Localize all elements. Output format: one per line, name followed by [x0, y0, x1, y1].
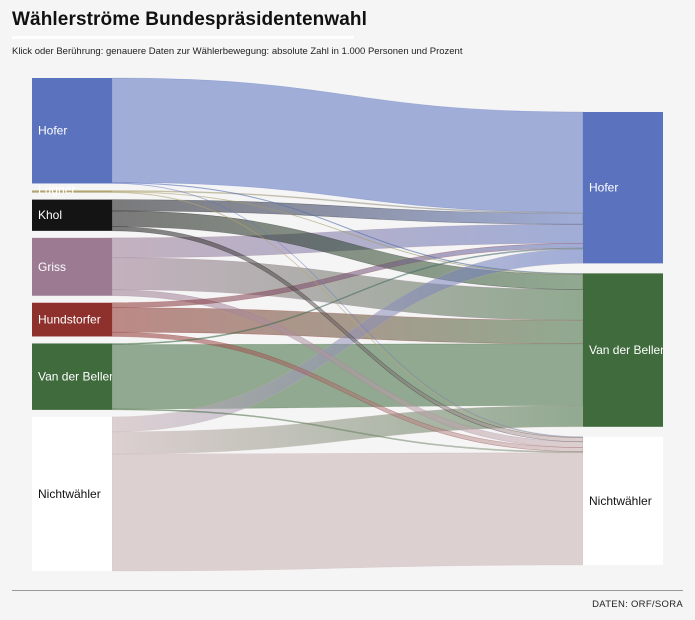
flow-vdb1-to-vdb2[interactable] [111, 343, 584, 410]
nodes-layer [32, 78, 663, 571]
chart-title: Wählerströme Bundespräsidentenwahl [12, 9, 367, 30]
node-label-hofer2: Hofer [589, 181, 618, 195]
labels-layer: Hofer Lugner Khol Griss Hundstorfer Van der B… [38, 124, 667, 508]
node-label-griss: Griss [38, 260, 66, 274]
chart-subtitle: Klick oder Berührung: genauere Daten zur… [12, 46, 463, 57]
node-label-vdb1: Van der Bellen [38, 370, 116, 384]
node-label-lugner: Lugner [38, 183, 75, 197]
footer-divider [12, 590, 683, 591]
node-khol[interactable] [32, 199, 112, 231]
node-label-vdb2: Van der Bellen [589, 343, 667, 357]
node-lugner[interactable] [32, 190, 112, 193]
node-nw2[interactable] [583, 436, 663, 565]
node-label-nw2: Nichtwähler [589, 494, 652, 508]
flow-nw1-to-nw2[interactable] [111, 452, 584, 572]
flow-nw1-to-hofer2[interactable] [111, 248, 584, 433]
data-source: DATEN: ORF/SORA [592, 599, 683, 610]
node-hundstorfer[interactable] [32, 302, 112, 337]
node-label-hofer1: Hofer [38, 124, 67, 138]
node-hofer2[interactable] [583, 112, 663, 264]
node-label-nw1: Nichtwähler [38, 487, 101, 501]
flows-layer [111, 77, 584, 572]
node-griss[interactable] [32, 237, 112, 296]
node-vdb2[interactable] [583, 273, 663, 427]
node-hofer1[interactable] [32, 78, 112, 184]
node-label-khol: Khol [38, 208, 62, 222]
title-underline [12, 36, 354, 39]
node-vdb1[interactable] [32, 343, 112, 410]
node-nw1[interactable] [32, 416, 112, 571]
node-label-hundstorfer: Hundstorfer [38, 313, 101, 327]
